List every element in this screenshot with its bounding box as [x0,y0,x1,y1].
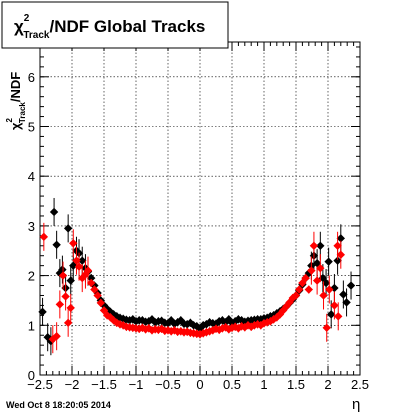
red-data-point [69,239,78,248]
y-tick-label: 4 [28,169,35,184]
red-data-point [322,323,331,332]
black-data-point [327,310,336,319]
black-data-point [78,256,87,265]
red-data-point [119,321,128,330]
red-data-point [96,298,105,308]
x-tick-label: 2.5 [351,377,369,392]
red-data-point [87,278,96,288]
red-data-point [93,291,102,300]
black-data-point [324,257,333,266]
red-data-point [330,301,339,310]
ylabel-sub: Track [18,102,27,123]
red-data-point [78,273,87,283]
timestamp: Wed Oct 8 18:20:05 2014 [6,400,111,410]
y-tick-label: 3 [28,219,35,234]
black-data-point [55,268,65,278]
black-data-point [163,319,173,328]
red-data-point [319,291,328,300]
y-tick-label: 5 [28,119,35,134]
y-tick-label: 2 [28,269,35,284]
red-data-point [316,263,325,273]
red-data-point [61,292,70,301]
red-data-point [243,321,253,330]
red-data-point [295,285,304,294]
x-tick-label: 0 [196,377,203,392]
red-data-point [309,241,319,250]
chart-title: χ2 Track/NDF Global Tracks [14,13,205,41]
black-data-point [52,240,61,249]
black-data-point [63,224,73,233]
red-data-point [90,285,99,294]
red-data-point [39,232,49,242]
x-tick-labels: −2.5 −2 −1.5 −1 −0.5 0 0.5 1 1.5 2 2.5 [27,377,369,392]
title-box [1,1,229,49]
black-data-point [38,307,47,317]
y-tick-labels: 0 1 2 3 4 5 6 [28,70,35,383]
black-data-point [211,319,221,329]
x-tick-label: 1.5 [287,377,305,392]
y-axis-title: χ2 Track/NDF [5,72,27,130]
red-data-point [307,266,316,275]
x-tick-label: −1 [129,377,144,392]
y-tick-label: 1 [28,318,35,333]
red-data-point [325,285,334,294]
title-sub: Track [23,30,50,41]
y-tick-label: 6 [28,70,35,85]
ylabel-rest: /NDF [8,72,23,102]
x-tick-label: −2 [65,377,80,392]
black-data-point [316,241,325,250]
ylabel-main: χ [8,122,23,130]
title-main: χ [14,17,24,36]
red-data-point [55,300,65,309]
x-tick-label: −1.5 [91,377,117,392]
black-data-point [339,290,348,299]
black-data-point [49,207,59,217]
title-sup: 2 [24,13,30,24]
title-rest: /NDF Global Tracks [50,17,206,36]
x-tick-label: 2 [324,377,331,392]
y-tick-label: 0 [28,368,35,383]
x-axis-title: η [352,396,360,413]
red-data-point [333,241,342,250]
red-data-point [74,262,84,271]
x-tick-label: 1 [260,377,267,392]
ylabel-sup: 2 [5,118,14,123]
red-data-point [334,312,343,321]
data-markers [38,197,356,356]
red-data-point [58,271,68,280]
black-data-point [58,265,67,274]
black-data-point [87,273,96,283]
red-data-point [312,276,322,285]
black-data-point [333,256,342,265]
red-data-point [66,303,75,313]
red-data-point [291,291,301,300]
black-data-point [147,315,157,324]
red-data-point [52,332,61,341]
red-data-point [83,266,93,275]
black-data-point [342,298,351,307]
x-tick-label: −0.5 [155,377,181,392]
black-data-point [336,234,345,243]
red-data-point [336,250,345,259]
red-data-point [48,335,57,344]
red-data-point [301,273,310,283]
x-tick-label: 0.5 [223,377,241,392]
x-tick-label: −2.5 [27,377,53,392]
black-data-point [346,281,356,290]
red-data-point [304,285,313,294]
